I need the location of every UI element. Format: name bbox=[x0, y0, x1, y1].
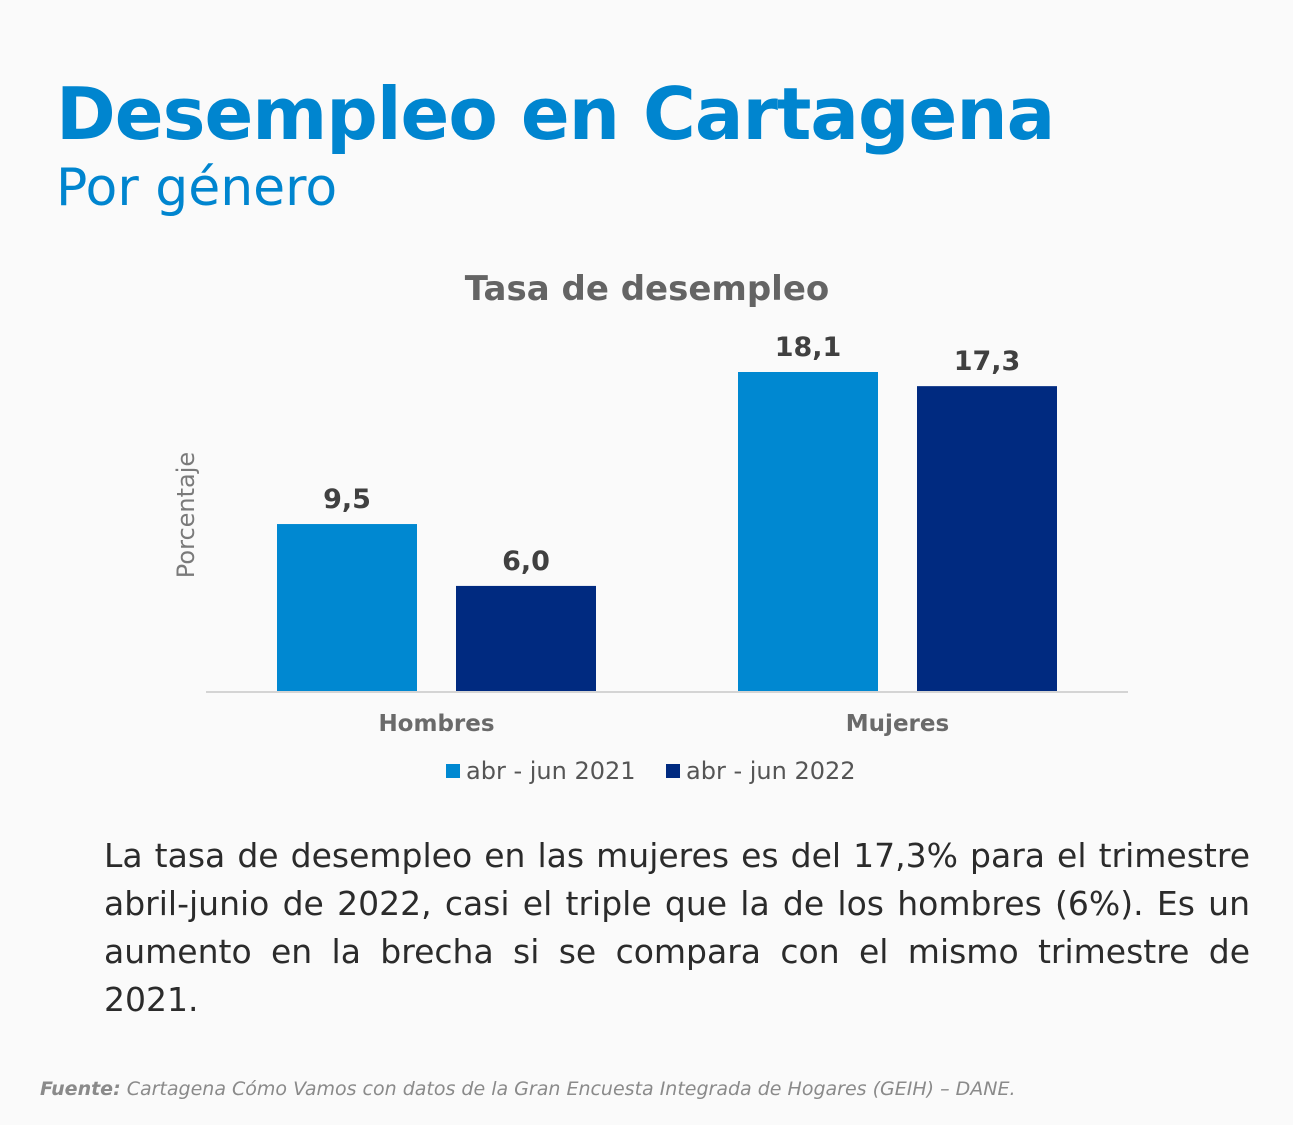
data-label-hombres-series-1: 9,5 bbox=[323, 484, 371, 515]
bar-chart: Tasa de desempleo Porcentaje 9,5 6,0 18,1 1… bbox=[172, 269, 1128, 785]
chart-title: Tasa de desempleo bbox=[465, 269, 830, 309]
source-label: Fuente: bbox=[40, 1078, 121, 1100]
bar-mujeres-series-2 bbox=[917, 386, 1057, 692]
source-note: Fuente: Cartagena Cómo Vamos con datos d… bbox=[40, 1078, 1016, 1100]
description-paragraph: La tasa de desempleo en las mujeres es d… bbox=[104, 836, 1250, 1019]
data-label-mujeres-series-1: 18,1 bbox=[775, 332, 842, 363]
bar-hombres-series-2 bbox=[456, 585, 596, 692]
page-subtitle: Por género bbox=[56, 158, 338, 218]
category-label-hombres: Hombres bbox=[378, 711, 494, 737]
bar-mujeres-series-1 bbox=[738, 372, 878, 692]
y-axis-label: Porcentaje bbox=[172, 452, 200, 578]
legend-label-2: abr - jun 2022 bbox=[686, 757, 856, 785]
legend-swatch-1 bbox=[446, 764, 460, 778]
data-label-hombres-series-2: 6,0 bbox=[502, 546, 550, 577]
data-label-mujeres-series-2: 17,3 bbox=[954, 346, 1021, 377]
category-label-mujeres: Mujeres bbox=[846, 711, 949, 737]
legend-swatch-2 bbox=[666, 764, 680, 778]
legend-label-1: abr - jun 2021 bbox=[466, 757, 636, 785]
page-title: Desempleo en Cartagena bbox=[56, 72, 1055, 156]
source-text: Cartagena Cómo Vamos con datos de la Gra… bbox=[120, 1078, 1016, 1100]
bar-hombres-series-1 bbox=[277, 524, 417, 692]
